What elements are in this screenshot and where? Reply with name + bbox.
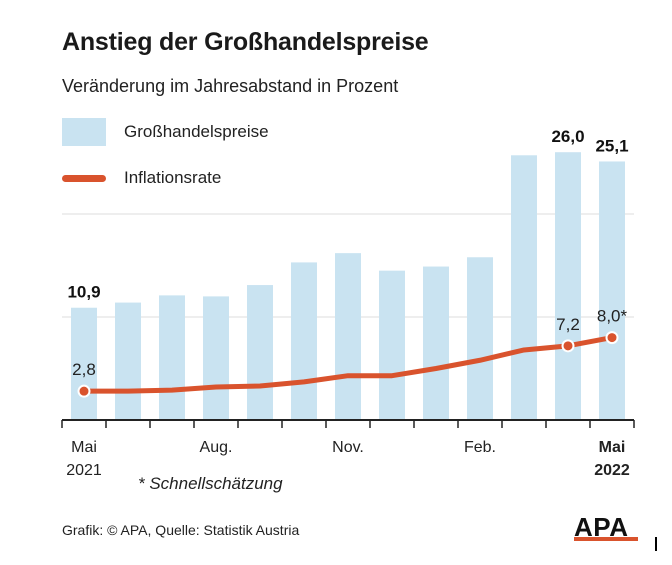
x-tick-label-6: Nov. [332, 439, 364, 456]
apa-logo: APA [572, 512, 640, 547]
source-credit: Grafik: © APA, Quelle: Statistik Austria [62, 522, 300, 538]
line-point-12 [605, 331, 619, 345]
x-tick-year-0: 2021 [66, 462, 102, 479]
bar-label-0: 10,9 [67, 283, 100, 302]
bar-8 [423, 266, 449, 420]
line-label-11: 7,2 [556, 315, 580, 334]
line-point-0 [77, 384, 91, 398]
line-label-0: 2,8 [72, 360, 96, 379]
x-tick-label-0: Mai [71, 439, 97, 456]
bar-2 [159, 295, 185, 420]
bar-5 [291, 262, 317, 420]
inflation-line [81, 335, 615, 394]
bar-10 [511, 155, 537, 421]
bar-9 [467, 257, 493, 420]
legend-swatch-line [62, 174, 106, 182]
x-tick-label-3: Aug. [200, 439, 233, 456]
legend-label-line: Inflationsrate [124, 168, 222, 187]
bar-6 [335, 253, 361, 420]
chart-title: Anstieg der Großhandelspreise [62, 28, 429, 56]
legend-label-bars: Großhandelspreise [124, 122, 269, 141]
bar-0 [71, 307, 97, 420]
x-tick-label-12: Mai [599, 439, 626, 456]
text-cursor [655, 537, 657, 551]
bar-4 [247, 285, 273, 420]
bar-3 [203, 296, 229, 420]
bar-label-11: 26,0 [551, 127, 584, 146]
bar-11 [555, 152, 581, 420]
x-tick-year-12: 2022 [594, 462, 630, 479]
chart-subtitle: Veränderung im Jahresabstand in Prozent [62, 76, 399, 96]
legend-swatch-bars [62, 118, 106, 146]
bar-7 [379, 270, 405, 420]
legend-item-line: Inflationsrate [62, 168, 221, 188]
bar-label-12: 25,1 [595, 136, 628, 155]
bar-12 [599, 161, 625, 420]
x-tick-label-9: Feb. [464, 439, 496, 456]
legend-item-bars: Großhandelspreise [62, 118, 269, 146]
line-point-11 [561, 339, 575, 353]
footnote: * Schnellschätzung [138, 474, 283, 493]
bar-1 [115, 302, 141, 420]
line-label-12: 8,0* [597, 307, 628, 326]
